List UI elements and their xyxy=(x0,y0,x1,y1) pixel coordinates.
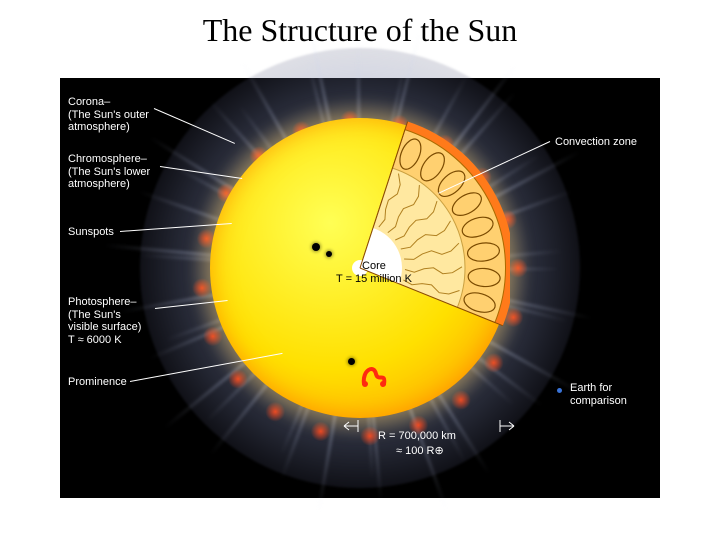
photosphere-label: Photosphere– (The Sun's visible surface)… xyxy=(68,296,141,347)
prominence-blob xyxy=(508,258,528,278)
prominence-blob xyxy=(360,426,380,446)
radius-scale-text-1: R = 700,000 km xyxy=(378,430,456,442)
earth-dot-icon xyxy=(557,388,562,393)
sunspot xyxy=(348,358,355,365)
sunspot xyxy=(326,251,332,257)
sunspots-label: Sunspots xyxy=(68,226,114,239)
earth-comparison-label: Earth for comparison xyxy=(570,382,627,407)
corona-label: Corona– (The Sun's outer atmosphere) xyxy=(68,96,149,134)
radius-scale-text-2: ≈ 100 R⊕ xyxy=(396,444,444,457)
slide: The Structure of the Sun Corona– (The Su… xyxy=(0,0,720,540)
sunspot xyxy=(312,243,320,251)
prominence-blob xyxy=(192,278,212,298)
convection-label: Convection zone xyxy=(555,136,637,149)
chromosphere-label: Chromosphere– (The Sun's lower atmospher… xyxy=(68,153,150,191)
sun-diagram: Corona– (The Sun's outer atmosphere) Chro… xyxy=(60,78,660,498)
prominence-label: Prominence xyxy=(68,376,127,389)
core-label: Core T = 15 million K xyxy=(336,260,412,285)
prominence-loop-icon xyxy=(360,360,388,388)
